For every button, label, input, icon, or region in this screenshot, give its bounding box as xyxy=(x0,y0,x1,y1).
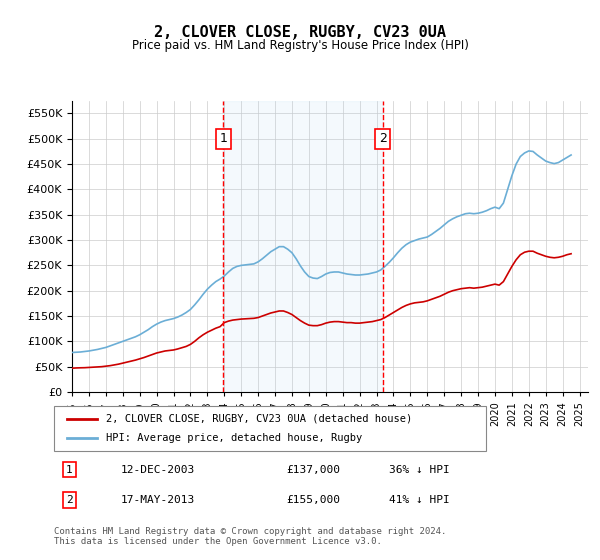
Text: £155,000: £155,000 xyxy=(286,495,340,505)
Text: 36% ↓ HPI: 36% ↓ HPI xyxy=(389,465,450,475)
Text: 2, CLOVER CLOSE, RUGBY, CV23 0UA: 2, CLOVER CLOSE, RUGBY, CV23 0UA xyxy=(154,25,446,40)
Text: 41% ↓ HPI: 41% ↓ HPI xyxy=(389,495,450,505)
Text: Price paid vs. HM Land Registry's House Price Index (HPI): Price paid vs. HM Land Registry's House … xyxy=(131,39,469,52)
Text: 2, CLOVER CLOSE, RUGBY, CV23 0UA (detached house): 2, CLOVER CLOSE, RUGBY, CV23 0UA (detach… xyxy=(106,413,412,423)
Text: 2: 2 xyxy=(379,132,387,145)
Text: £137,000: £137,000 xyxy=(286,465,340,475)
Text: 17-MAY-2013: 17-MAY-2013 xyxy=(121,495,196,505)
Text: 1: 1 xyxy=(220,132,227,145)
FancyBboxPatch shape xyxy=(54,406,486,451)
Text: 12-DEC-2003: 12-DEC-2003 xyxy=(121,465,196,475)
Text: Contains HM Land Registry data © Crown copyright and database right 2024.
This d: Contains HM Land Registry data © Crown c… xyxy=(54,526,446,546)
Text: 2: 2 xyxy=(66,495,73,505)
Bar xyxy=(223,101,383,392)
Text: HPI: Average price, detached house, Rugby: HPI: Average price, detached house, Rugb… xyxy=(106,433,362,444)
Text: 1: 1 xyxy=(66,465,73,475)
